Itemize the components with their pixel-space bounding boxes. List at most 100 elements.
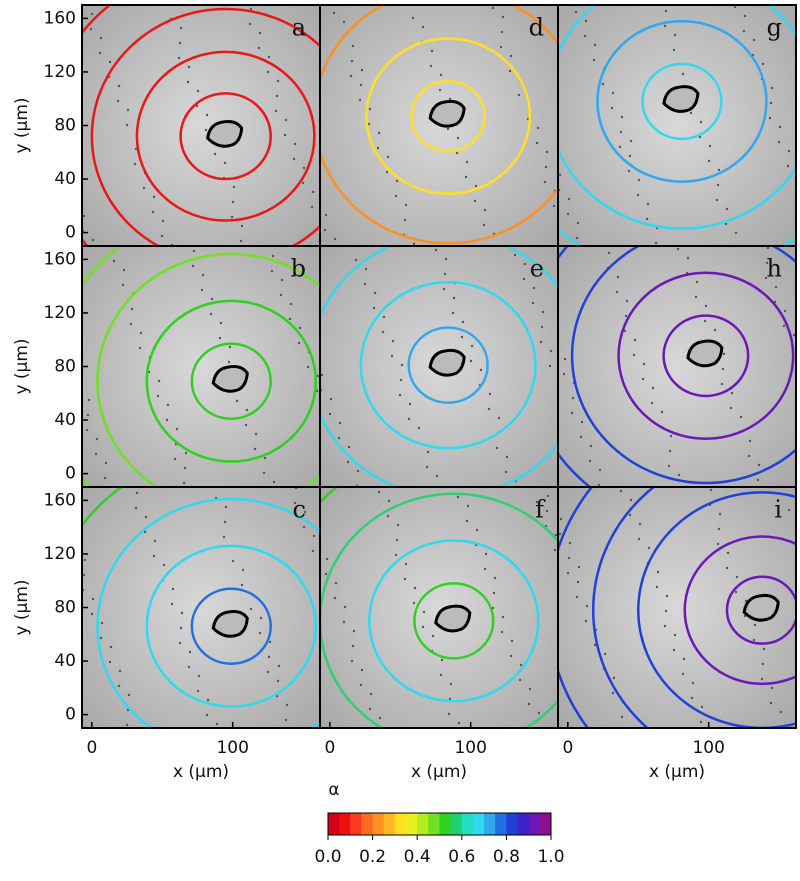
speck xyxy=(182,481,186,485)
speck xyxy=(283,133,287,137)
speck xyxy=(99,636,103,640)
x-axis-label: x (μm) xyxy=(649,762,705,782)
speck xyxy=(645,217,649,221)
speck xyxy=(266,670,270,674)
speck xyxy=(400,363,404,367)
contour xyxy=(410,80,487,153)
speck xyxy=(186,80,190,84)
speck xyxy=(352,629,356,633)
speck xyxy=(500,30,504,34)
speck xyxy=(748,439,752,443)
speck xyxy=(223,520,227,524)
speck xyxy=(545,150,549,154)
speck xyxy=(716,183,720,187)
speck xyxy=(761,662,765,666)
contour xyxy=(90,7,320,246)
speck xyxy=(249,607,253,611)
speck xyxy=(628,154,632,158)
speck xyxy=(482,223,486,227)
speck xyxy=(354,258,358,262)
speck xyxy=(733,5,737,9)
speck xyxy=(619,489,623,493)
speck xyxy=(764,276,768,280)
speck xyxy=(448,697,452,701)
speck xyxy=(378,716,382,720)
panel xyxy=(320,246,558,487)
speck xyxy=(153,539,157,543)
speck xyxy=(765,261,769,265)
speck xyxy=(188,650,192,654)
speck xyxy=(704,304,708,308)
speck xyxy=(134,506,138,510)
speck xyxy=(549,349,553,353)
speck xyxy=(465,519,469,523)
speck xyxy=(676,247,680,251)
speck xyxy=(563,357,567,361)
panel xyxy=(320,5,558,246)
speck xyxy=(240,224,244,228)
speck xyxy=(523,262,527,266)
speck xyxy=(240,583,244,587)
speck xyxy=(554,533,558,537)
speck xyxy=(178,641,182,645)
speck xyxy=(725,566,729,570)
colorbar-tick-label: 1.0 xyxy=(537,847,564,867)
speck xyxy=(178,41,182,45)
panel xyxy=(558,5,796,246)
speck xyxy=(109,645,113,649)
speck xyxy=(757,463,761,467)
speck xyxy=(311,190,315,194)
speck xyxy=(227,360,231,364)
speck xyxy=(183,466,187,470)
speck xyxy=(717,527,721,531)
speck xyxy=(333,237,337,241)
speck xyxy=(94,452,98,456)
speck xyxy=(82,573,86,577)
speck xyxy=(127,693,131,697)
speck xyxy=(280,278,284,282)
speck xyxy=(505,455,509,459)
speck xyxy=(655,585,659,589)
speck xyxy=(85,428,89,432)
speck xyxy=(394,553,398,557)
speck xyxy=(338,421,342,425)
speck xyxy=(368,107,372,111)
speck xyxy=(112,259,116,263)
speck xyxy=(469,359,473,363)
speck xyxy=(439,73,443,77)
speck xyxy=(138,346,142,350)
speck xyxy=(567,197,571,201)
speck xyxy=(522,277,526,281)
colorbar-cell xyxy=(472,813,485,835)
speck xyxy=(628,513,632,517)
speck xyxy=(213,152,217,156)
speck xyxy=(333,596,337,600)
speck xyxy=(382,315,386,319)
speck xyxy=(222,535,226,539)
panel xyxy=(558,246,796,487)
speck xyxy=(508,69,512,73)
speck xyxy=(663,24,667,28)
speck xyxy=(470,344,474,348)
speck xyxy=(642,362,646,366)
speck xyxy=(218,336,222,340)
speck xyxy=(442,287,446,291)
speck xyxy=(160,234,164,238)
y-tick-label: 80 xyxy=(54,116,76,136)
speck xyxy=(497,416,501,420)
speck xyxy=(279,293,283,297)
speck xyxy=(673,633,677,637)
speck xyxy=(499,45,503,49)
y-tick-label: 0 xyxy=(65,223,76,243)
speck xyxy=(284,718,288,722)
speck xyxy=(456,495,460,499)
speck xyxy=(455,151,459,155)
particle-outline xyxy=(686,339,724,368)
speck xyxy=(493,576,497,580)
speck xyxy=(386,155,390,159)
speck xyxy=(165,418,169,422)
speck xyxy=(724,222,728,226)
colorbar-tick-label: 0.4 xyxy=(404,847,431,867)
contour xyxy=(359,280,537,450)
speck xyxy=(254,432,258,436)
